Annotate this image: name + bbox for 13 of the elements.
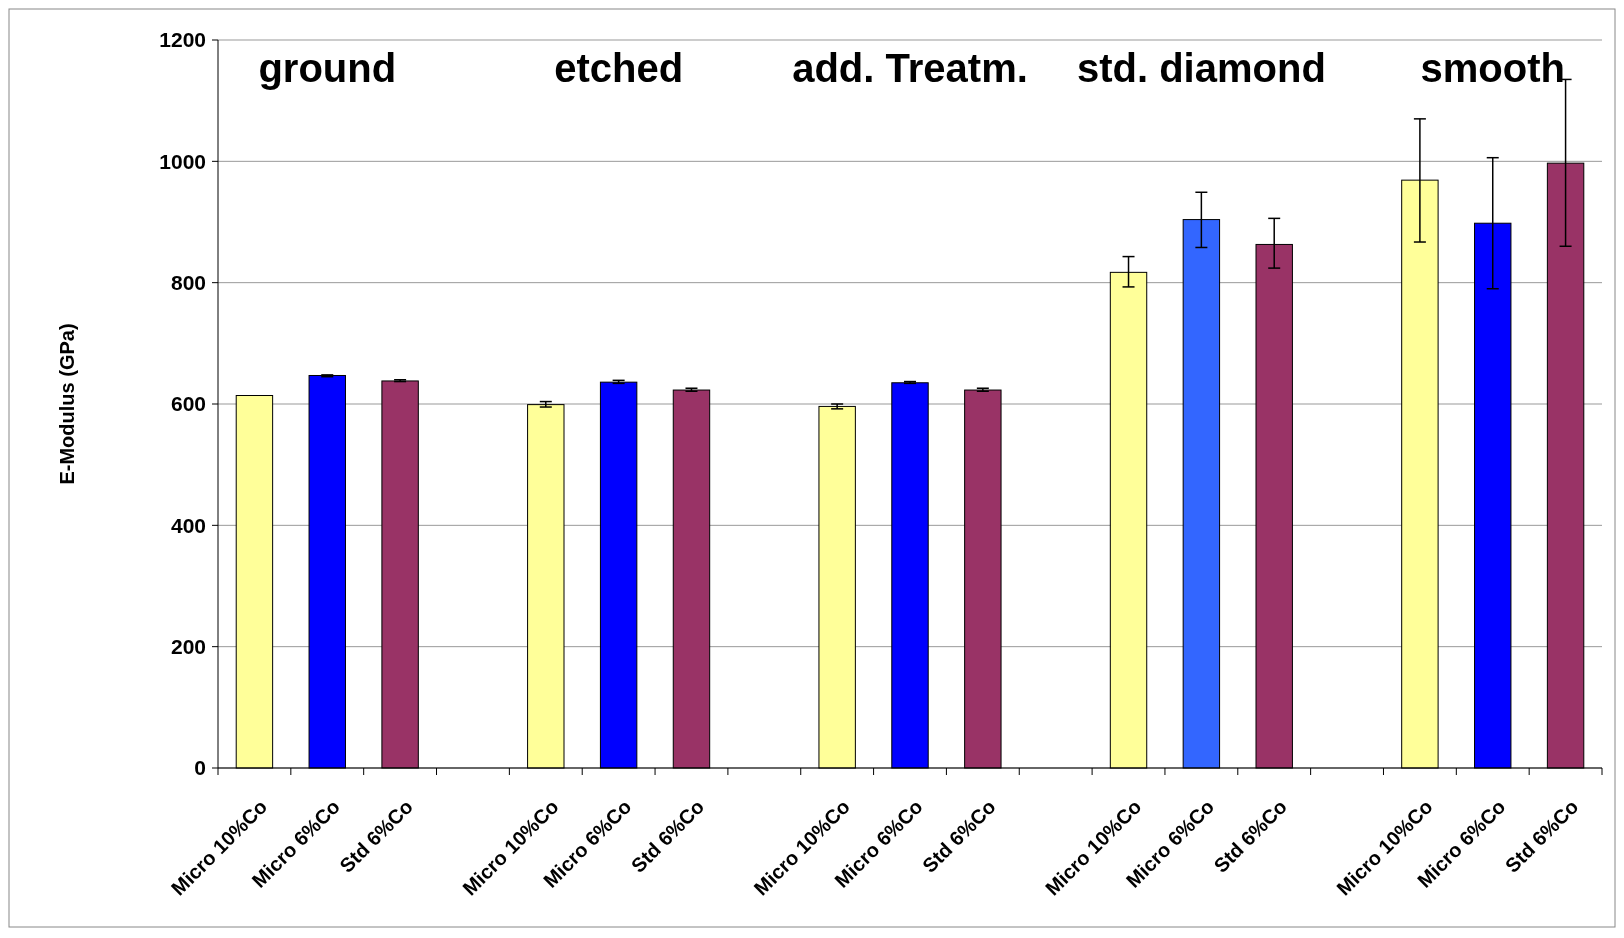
y-tick-label: 800 bbox=[170, 271, 206, 295]
annotation: add. Treatm. bbox=[792, 46, 1028, 90]
y-tick-label: 1200 bbox=[159, 28, 206, 52]
y-tick-label: 200 bbox=[170, 635, 206, 659]
annotation: smooth bbox=[1420, 46, 1565, 90]
annotation: etched bbox=[554, 46, 684, 90]
y-tick-label: 600 bbox=[170, 392, 206, 416]
y-tick-label: 0 bbox=[194, 756, 206, 780]
y-tick-label: 1000 bbox=[159, 149, 206, 173]
annotation: std. diamond bbox=[1076, 46, 1326, 90]
y-tick-label: 400 bbox=[170, 513, 206, 537]
annotation: ground bbox=[258, 46, 397, 90]
y-axis-title: E-Modulus (GPa) bbox=[56, 323, 78, 485]
